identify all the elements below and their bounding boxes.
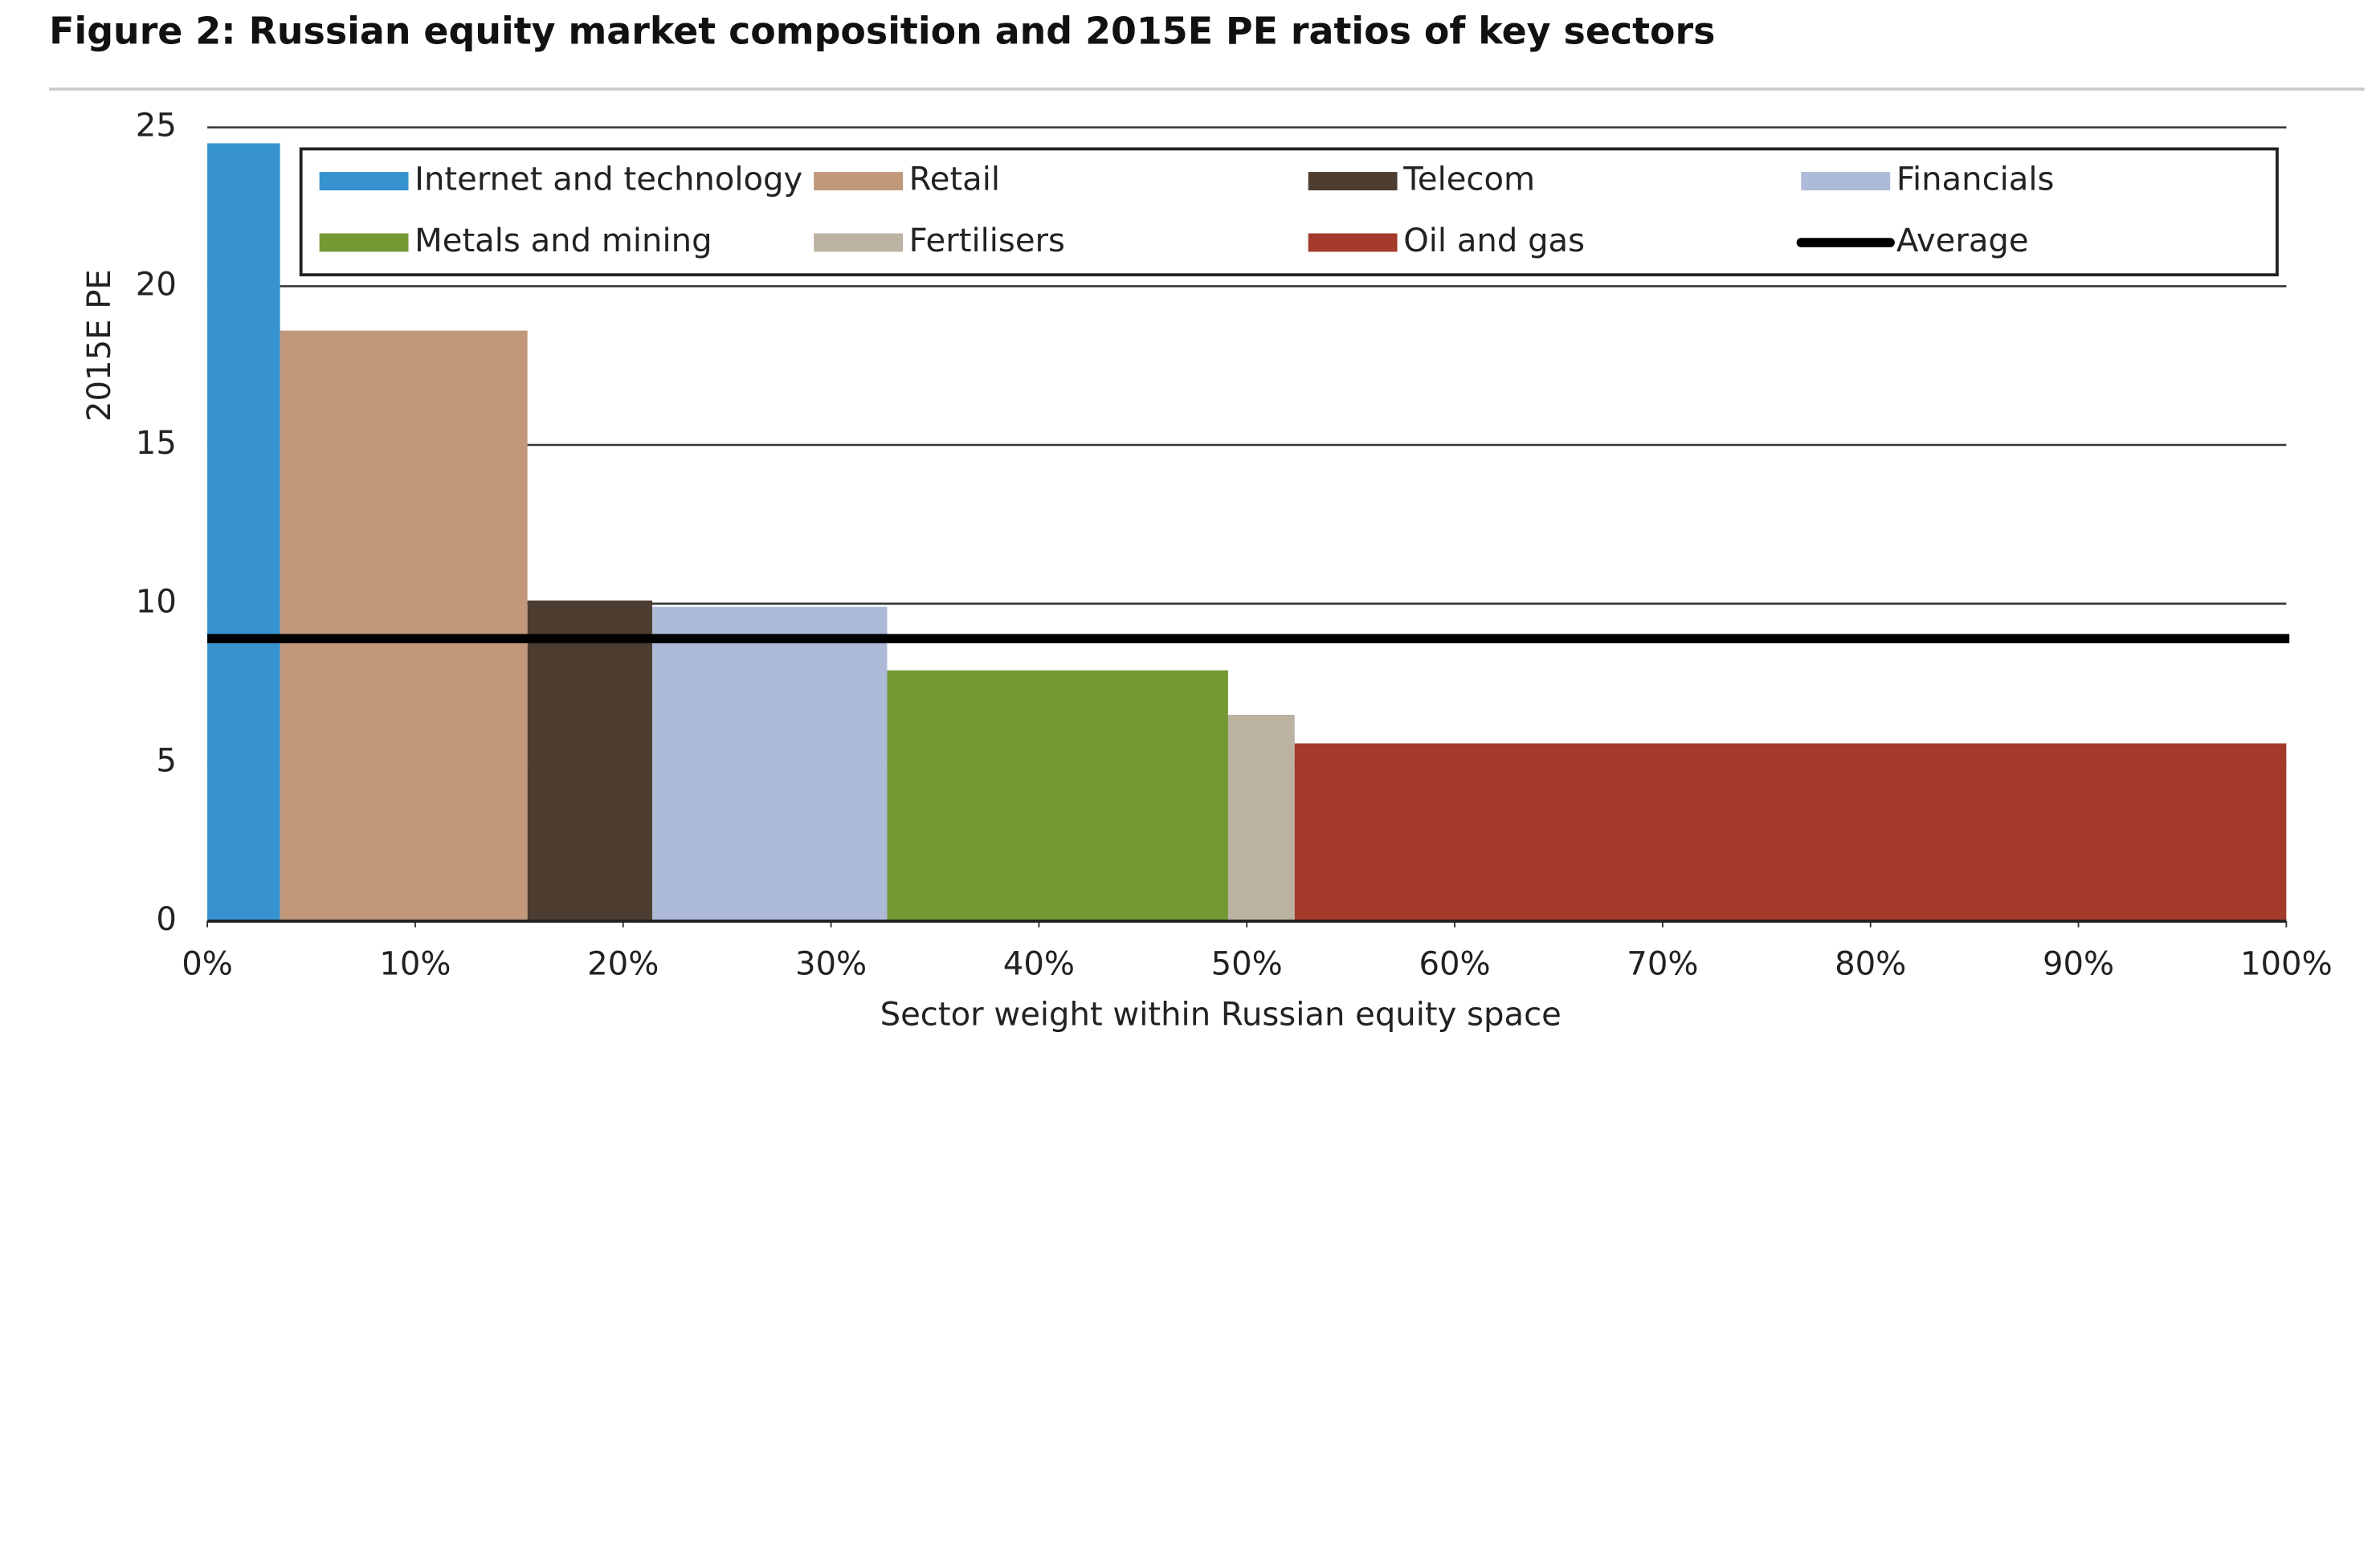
legend-swatch [319, 233, 409, 252]
legend-label: Internet and technology [414, 161, 802, 198]
legend-label: Average [1896, 222, 2029, 259]
y-axis-label: 2015E PE [81, 269, 118, 422]
x-tick-label: 30% [795, 945, 867, 982]
legend-label: Retail [909, 161, 1000, 198]
y-tick-label: 25 [136, 108, 177, 145]
bar [887, 670, 1228, 921]
legend-swatch [1308, 172, 1398, 191]
bar [207, 143, 280, 921]
x-tick-label: 20% [587, 945, 659, 982]
x-tick-label: 50% [1211, 945, 1283, 982]
x-axis-label: Sector weight within Russian equity spac… [880, 996, 1561, 1033]
legend-swatch [1801, 172, 1891, 191]
x-tick-label: 80% [1835, 945, 1906, 982]
y-tick-label: 0 [156, 901, 177, 938]
x-tick-label: 10% [379, 945, 451, 982]
x-tick-label: 90% [2043, 945, 2114, 982]
y-tick-label: 15 [136, 425, 177, 462]
x-tick-label: 100% [2240, 945, 2333, 982]
x-tick-label: 70% [1627, 945, 1698, 982]
legend-swatch [814, 172, 904, 191]
x-tick-label: 60% [1419, 945, 1490, 982]
y-tick-label: 5 [156, 742, 177, 779]
legend-swatch [319, 172, 409, 191]
legend-label: Oil and gas [1403, 222, 1585, 259]
x-tick-label: 40% [1003, 945, 1075, 982]
bar [1227, 714, 1295, 921]
legend-swatch [814, 233, 904, 252]
y-tick-label: 20 [136, 266, 177, 303]
bar [527, 600, 652, 921]
chart-title: Figure 2: Russian equity market composit… [49, 10, 1715, 53]
legend-label: Fertilisers [909, 222, 1065, 259]
y-tick-label: 10 [136, 584, 177, 621]
legend-swatch [1308, 233, 1398, 252]
bar [1294, 743, 2287, 921]
x-tick-label: 0% [182, 945, 233, 982]
legend-label: Financials [1896, 161, 2055, 198]
bar [280, 330, 528, 921]
legend-label: Telecom [1402, 161, 1535, 198]
legend-box [299, 147, 2279, 277]
legend-label: Metals and mining [414, 222, 712, 259]
bar [651, 606, 888, 921]
